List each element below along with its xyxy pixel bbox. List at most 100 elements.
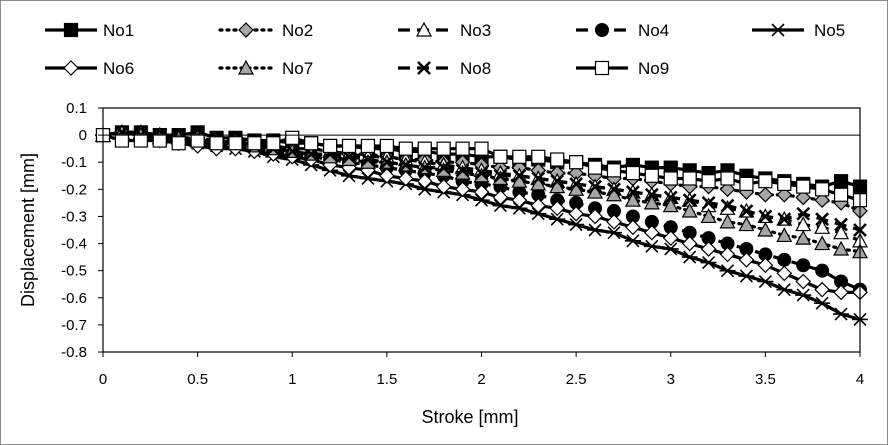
data-point [814, 235, 831, 251]
y-axis-label: Displacement [mm] [18, 153, 38, 307]
data-point [833, 307, 850, 321]
legend-marker [594, 60, 610, 76]
data-point [397, 170, 414, 187]
data-point [624, 191, 641, 207]
data-point [512, 168, 527, 183]
legend-entry-No7: No7 [218, 59, 313, 78]
legend-label: No9 [638, 59, 669, 78]
data-point [133, 133, 148, 148]
data-point [643, 224, 660, 241]
data-point [549, 200, 566, 217]
data-point [701, 174, 716, 189]
data-point [833, 174, 849, 189]
data-point [796, 258, 811, 273]
data-point [530, 197, 547, 214]
legend-label: No1 [103, 21, 134, 40]
legend: No1 No2 No3 No4 No5 No6 No7 No8 No9 [45, 21, 845, 78]
data-point [228, 136, 243, 151]
data-point [776, 265, 793, 282]
data-point [606, 163, 622, 178]
data-point [625, 165, 641, 181]
data-point [795, 189, 812, 206]
legend-label: No2 [282, 21, 313, 40]
y-tick-label: -0.4 [61, 236, 87, 253]
data-point [190, 133, 205, 148]
data-point [700, 255, 717, 270]
y-tick-label: 0.1 [66, 100, 87, 117]
x-tick-label: 1.5 [376, 371, 397, 388]
data-point [606, 214, 622, 230]
data-point [681, 235, 698, 252]
data-point [776, 186, 793, 203]
data-point [796, 179, 811, 194]
data-point [531, 149, 546, 164]
data-point [795, 288, 812, 302]
y-tick-label: -0.5 [61, 263, 87, 280]
data-point [738, 251, 755, 268]
data-point [569, 155, 584, 170]
legend-label: No3 [460, 21, 491, 40]
x-tick-label: 4 [856, 371, 864, 388]
data-point [815, 263, 830, 278]
data-point [796, 206, 811, 221]
data-point [739, 176, 754, 192]
legend-marker [770, 23, 786, 37]
data-point [720, 198, 735, 213]
legend-label: No8 [460, 59, 491, 78]
legend-entry-No6: No6 [45, 59, 134, 78]
data-point [758, 174, 773, 189]
data-point [815, 182, 830, 197]
data-point [587, 160, 603, 175]
data-point [588, 179, 602, 194]
data-point [701, 195, 716, 210]
data-point [814, 219, 831, 234]
y-tick-label: -0.2 [61, 181, 87, 198]
data-point [455, 163, 470, 178]
legend-marker [63, 60, 79, 76]
data-point [285, 130, 300, 145]
data-point [398, 158, 413, 172]
x-tick-label: 3 [667, 371, 675, 388]
data-point [474, 141, 489, 156]
axes: 0.1 0 -0.1 -0.2 -0.3 -0.4 -0.5 -0.6 -0.7 -0.8 0 0.5… [61, 100, 864, 388]
legend-marker [417, 61, 431, 75]
data-point [662, 197, 679, 213]
data-point [587, 208, 603, 225]
y-tick-label: -0.3 [61, 208, 87, 225]
data-point [643, 239, 660, 253]
data-point [681, 250, 698, 264]
legend-label: No5 [814, 21, 845, 40]
legend-entry-No4: No4 [576, 21, 669, 40]
data-point [359, 171, 376, 186]
data-point [511, 201, 528, 215]
data-point [549, 212, 566, 226]
y-tick-label: -0.8 [61, 344, 87, 361]
data-point [833, 187, 849, 202]
data-point [795, 273, 812, 290]
series-No9 [95, 128, 868, 208]
data-point [304, 136, 319, 151]
x-axis-label: Stroke [mm] [421, 407, 518, 427]
data-point [644, 168, 659, 183]
legend-marker [237, 59, 255, 75]
data-point [398, 141, 413, 156]
data-point [379, 138, 394, 154]
data-point [285, 144, 300, 159]
legend-label: No7 [282, 59, 313, 78]
y-tick-label: 0 [79, 127, 87, 144]
data-point [114, 133, 130, 148]
x-tick-label: 1 [288, 371, 296, 388]
data-point [625, 219, 641, 236]
y-tick-label: -0.6 [61, 290, 87, 307]
data-point [531, 171, 546, 186]
data-point [416, 173, 433, 190]
data-point [436, 141, 451, 156]
data-point [833, 284, 849, 301]
data-point [662, 230, 679, 246]
data-point [530, 207, 547, 221]
x-tick-label: 0.5 [187, 371, 208, 388]
data-point [568, 205, 584, 222]
legend-label: No4 [638, 21, 669, 40]
legend-label: No6 [103, 59, 134, 78]
